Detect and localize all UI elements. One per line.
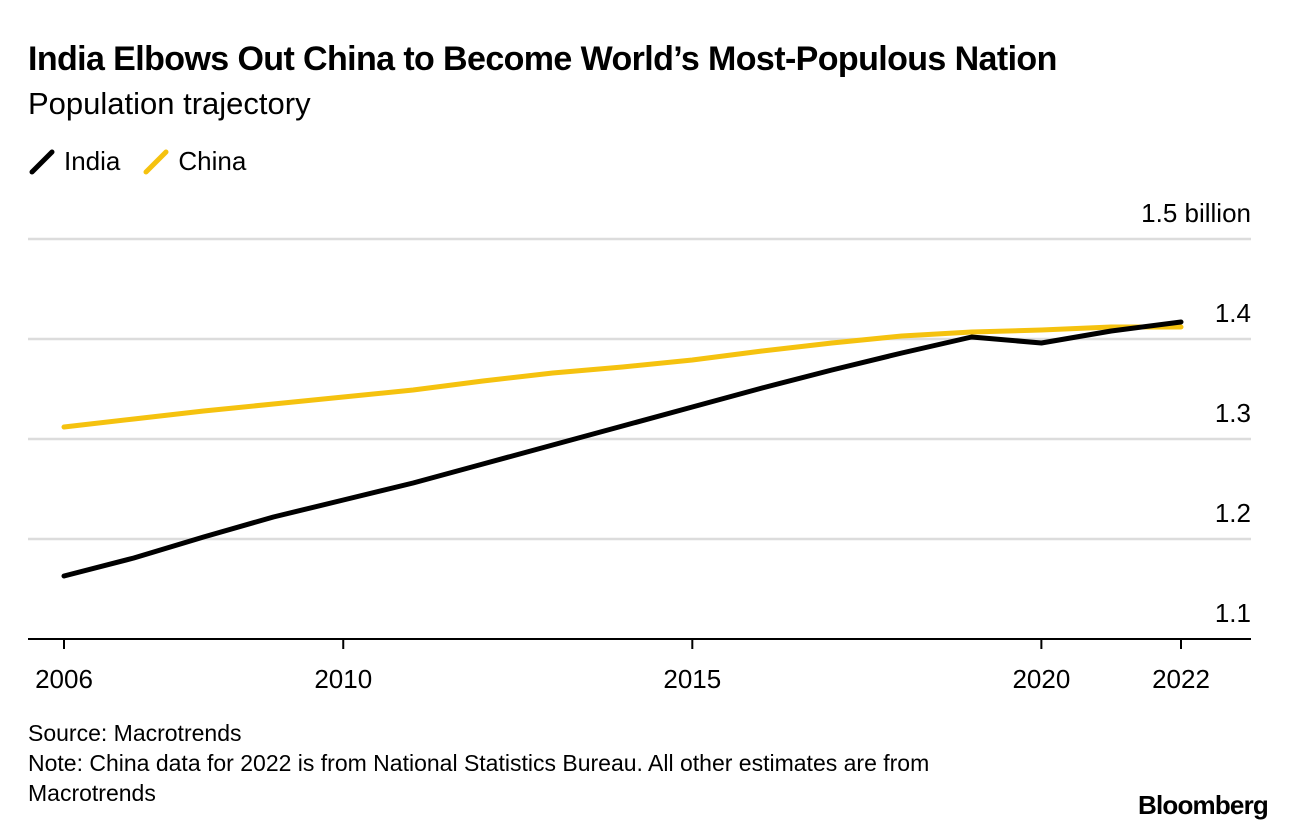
y-tick-label: 1.2 — [1215, 498, 1251, 528]
x-tick-label: 2020 — [1012, 664, 1070, 694]
series-line-china — [61, 324, 1184, 430]
x-tick-label: 2015 — [663, 664, 721, 694]
chart-subtitle: Population trajectory — [28, 86, 311, 121]
legend-item-china: China — [142, 146, 246, 177]
legend-label-china: China — [178, 146, 247, 176]
chart-footnotes: Source: Macrotrends Note: China data for… — [28, 718, 1058, 808]
source-text: Source: Macrotrends — [28, 720, 242, 746]
y-tick-label: 1.3 — [1215, 398, 1251, 428]
x-tick-label: 2006 — [35, 664, 93, 694]
y-tick-label: 1.1 — [1215, 598, 1251, 628]
bloomberg-logo: Bloomberg — [1137, 790, 1269, 820]
y-tick-label: 1.5 billion — [1141, 198, 1251, 228]
line-chart: 1.1 1.2 1.3 1.4 1.5 billion 2006 2010 2015 2020 2… — [28, 198, 1251, 694]
line-stroke-icon — [143, 149, 169, 174]
legend: India China — [28, 146, 268, 177]
note-text: Note: China data for 2022 is from Nation… — [28, 750, 930, 806]
x-tick-label: 2010 — [314, 664, 372, 694]
line-stroke-icon — [29, 149, 55, 174]
series-line-india — [61, 319, 1184, 579]
chart-title: India Elbows Out China to Become World’s… — [28, 40, 1057, 78]
legend-label-india: India — [64, 146, 121, 176]
x-tick-label: 2022 — [1152, 664, 1210, 694]
y-tick-label: 1.4 — [1215, 298, 1251, 328]
legend-item-india: India — [28, 146, 120, 177]
